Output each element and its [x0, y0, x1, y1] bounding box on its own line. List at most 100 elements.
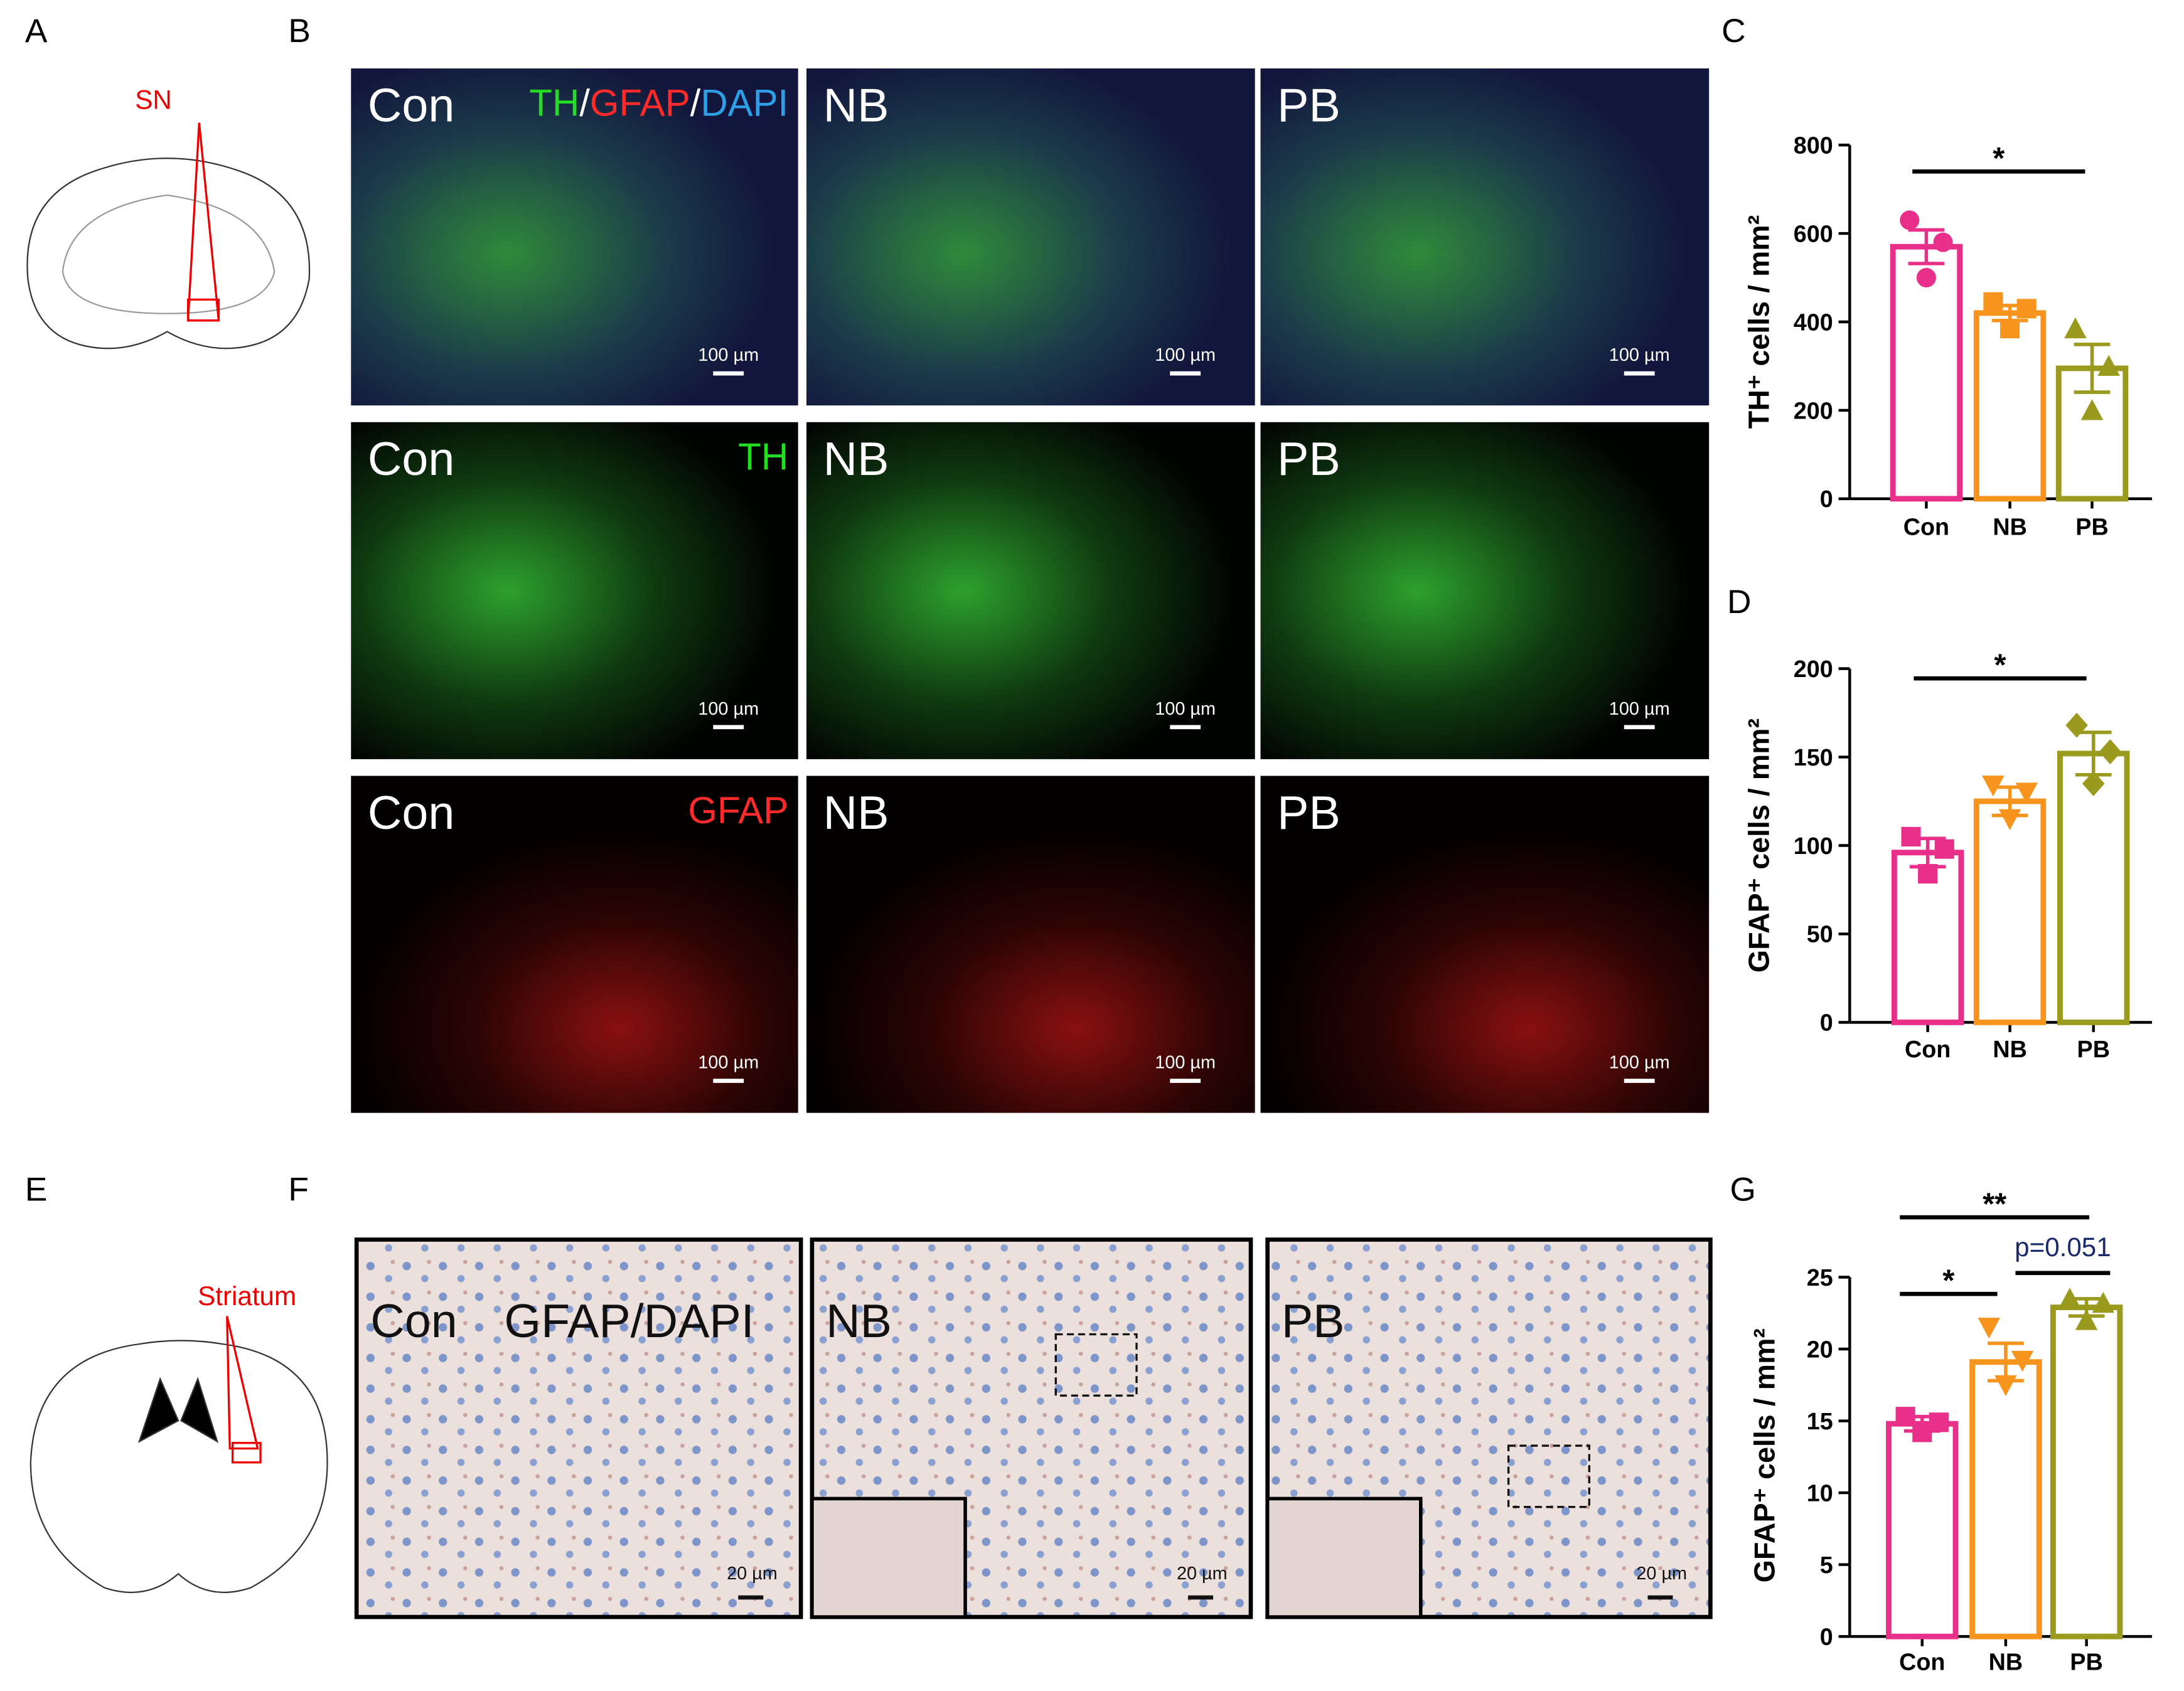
stain-part: / — [579, 82, 590, 124]
significance-label: p=0.051 — [2015, 1232, 2111, 1262]
significance-label: * — [1993, 142, 2005, 176]
micrograph — [351, 422, 798, 759]
error-bar — [2074, 343, 2111, 394]
panel-label: E — [25, 1171, 48, 1208]
inset — [1265, 1496, 1423, 1619]
micrograph — [1260, 422, 1710, 759]
group-label: PB — [1277, 78, 1341, 131]
data-point — [2075, 1309, 2098, 1330]
group-label: Con — [368, 78, 454, 131]
stain-part: / — [690, 82, 701, 124]
x-tick-label: NB — [1993, 1036, 2026, 1062]
panel-label: F — [288, 1171, 309, 1208]
data-point — [2016, 299, 2037, 319]
y-tick-label: 800 — [1794, 132, 1833, 158]
micrograph — [351, 776, 798, 1113]
y-tick-label: 400 — [1794, 309, 1833, 335]
schematic-E — [29, 1316, 328, 1593]
group-label: PB — [1277, 786, 1341, 839]
y-axis-label: TH⁺ cells / mm² — [1743, 215, 1775, 429]
group-label: NB — [823, 786, 889, 839]
scale-label: 100 µm — [698, 1053, 759, 1073]
scale-label: 100 µm — [1609, 345, 1670, 365]
y-tick-label: 15 — [1807, 1408, 1833, 1434]
bar — [1973, 310, 2047, 502]
stain-label: TH/GFAP/DAPI — [529, 82, 788, 124]
stain-part: GFAP — [688, 789, 788, 831]
data-point — [2064, 317, 2087, 339]
y-tick-label: 0 — [1820, 1623, 1833, 1650]
y-tick-label: 10 — [1807, 1480, 1833, 1506]
bar — [1890, 243, 1963, 502]
data-point — [1901, 826, 1921, 846]
data-point — [1998, 809, 2021, 830]
y-tick-label: 600 — [1794, 220, 1833, 247]
x-tick-label: Con — [1905, 1036, 1951, 1062]
scale-label: 100 µm — [1155, 345, 1216, 365]
panel-label: C — [1721, 13, 1745, 50]
scale-label: 20 µm — [1636, 1564, 1687, 1584]
stain-part: GFAP — [590, 82, 690, 124]
x-tick-label: Con — [1899, 1648, 1945, 1675]
stain-label: TH — [738, 435, 788, 477]
region-label: Striatum — [198, 1281, 296, 1311]
bar — [1969, 1359, 2042, 1640]
y-tick-label: 200 — [1794, 397, 1833, 424]
group-label: NB — [823, 432, 889, 485]
x-tick-label: NB — [1993, 514, 2026, 540]
micrograph — [806, 422, 1255, 759]
data-point — [1918, 864, 1938, 884]
panel-label: D — [1727, 584, 1751, 621]
x-tick-label: PB — [2077, 1036, 2110, 1062]
scale-label: 100 µm — [698, 345, 759, 365]
y-tick-label: 0 — [1820, 486, 1833, 512]
data-point — [1916, 268, 1936, 288]
stain-label: GFAP — [688, 789, 788, 831]
micrograph — [806, 776, 1255, 1113]
data-point — [1912, 1422, 1932, 1443]
y-tick-label: 150 — [1794, 744, 1833, 771]
panel-label: G — [1730, 1171, 1755, 1208]
data-point — [1982, 776, 2005, 797]
data-point — [2000, 319, 2020, 339]
y-tick-label: 25 — [1807, 1264, 1833, 1291]
scale-label: 100 µm — [1155, 1053, 1216, 1073]
y-tick-label: 5 — [1820, 1552, 1833, 1578]
data-point — [2015, 782, 2038, 804]
y-axis-label: GFAP⁺ cells / mm² — [1748, 1328, 1780, 1582]
bar — [1973, 798, 2047, 1025]
panel-label: A — [25, 13, 48, 50]
x-tick-label: PB — [2070, 1648, 2102, 1675]
micrograph — [351, 68, 798, 406]
y-tick-label: 100 — [1794, 833, 1833, 859]
x-tick-label: Con — [1903, 514, 1949, 540]
data-point — [2092, 1291, 2115, 1313]
x-tick-label: NB — [1989, 1648, 2023, 1675]
stain-part: DAPI — [700, 82, 788, 124]
stain-label: GFAP/DAPI — [504, 1294, 754, 1347]
roi-box — [1507, 1444, 1590, 1508]
data-point — [2011, 1350, 2034, 1372]
data-point — [1895, 1407, 1915, 1427]
data-point — [1933, 232, 1953, 252]
scale-label: 100 µm — [1609, 699, 1670, 719]
bar — [1886, 1421, 1959, 1640]
significance-label: ** — [1983, 1188, 2006, 1222]
x-tick-label: PB — [2075, 514, 2108, 540]
region-label: SN — [135, 85, 172, 114]
scale-label: 100 µm — [698, 699, 759, 719]
group-label: PB — [1277, 432, 1341, 485]
group-label: Con — [370, 1294, 457, 1347]
y-tick-label: 0 — [1820, 1010, 1833, 1036]
group-label: Con — [368, 432, 454, 485]
data-point — [1900, 210, 1920, 230]
stain-part: TH — [529, 82, 579, 124]
data-point — [1978, 1318, 2001, 1339]
data-point — [2080, 399, 2104, 420]
scale-label: 100 µm — [1609, 1053, 1670, 1073]
scale-label: 100 µm — [1155, 699, 1216, 719]
group-label: PB — [1282, 1294, 1345, 1347]
data-point — [1983, 292, 2003, 312]
micrograph — [354, 1237, 803, 1619]
